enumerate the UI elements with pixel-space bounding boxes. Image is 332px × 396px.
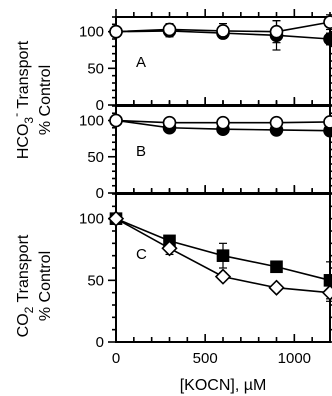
y-tick-label: 100 xyxy=(79,113,104,130)
x-tick-label: 0 xyxy=(112,350,120,367)
data-point xyxy=(214,268,232,285)
data-point xyxy=(109,24,123,39)
x-tick-label: 500 xyxy=(193,350,218,367)
y-axis-title-bottom: CO2 Transport % Control xyxy=(15,234,54,337)
x-tick-label: 1000 xyxy=(278,350,311,367)
y-tick-label: 0 xyxy=(96,97,104,114)
data-point xyxy=(161,240,178,257)
data-point xyxy=(323,115,332,129)
series-open-circle xyxy=(109,113,332,130)
data-point xyxy=(323,32,332,46)
data-point xyxy=(107,210,125,227)
panels-layer: 0 50 100 A 0 50 100 B 0 50 100 C xyxy=(79,9,332,351)
x-axis-title: [KOCN], µM xyxy=(180,377,267,394)
y-tick-label: 100 xyxy=(79,24,104,41)
y-axis-title-top-sub: % Control xyxy=(37,65,54,135)
data-point xyxy=(162,115,177,130)
y-tick-label: 50 xyxy=(87,272,104,289)
panel-letter: A xyxy=(136,54,146,71)
y-axis-title-bottom-main: CO2 Transport xyxy=(15,234,36,337)
y-tick-label: 50 xyxy=(87,60,104,77)
y-tick-label: 0 xyxy=(96,185,104,202)
series-open-diamond xyxy=(107,210,332,302)
data-point xyxy=(216,249,230,262)
panel-b: 0 50 100 B xyxy=(79,98,332,202)
y-tick-label: 0 xyxy=(96,334,104,351)
data-point xyxy=(269,24,284,39)
data-point xyxy=(323,15,332,29)
y-axis-title-top-main: HCO3- Transport xyxy=(9,40,36,159)
data-point xyxy=(216,24,230,38)
y-axis-title-top: HCO3- Transport % Control xyxy=(9,40,54,159)
data-point xyxy=(216,115,230,130)
data-point xyxy=(321,284,332,301)
data-point xyxy=(269,115,284,130)
data-point xyxy=(268,279,285,296)
panel-letter: B xyxy=(136,143,146,160)
panel-c: 0 50 100 C xyxy=(79,186,332,351)
y-tick-label: 100 xyxy=(79,211,104,228)
data-point xyxy=(162,22,177,37)
data-point xyxy=(270,260,283,274)
y-tick-label: 50 xyxy=(87,149,104,166)
series-open-circle xyxy=(109,14,332,44)
data-point xyxy=(109,113,123,128)
x-tick-labels: 0 500 1000 xyxy=(112,350,311,367)
y-axis-title-bottom-sub: % Control xyxy=(37,251,54,321)
panel-letter: C xyxy=(136,246,147,263)
